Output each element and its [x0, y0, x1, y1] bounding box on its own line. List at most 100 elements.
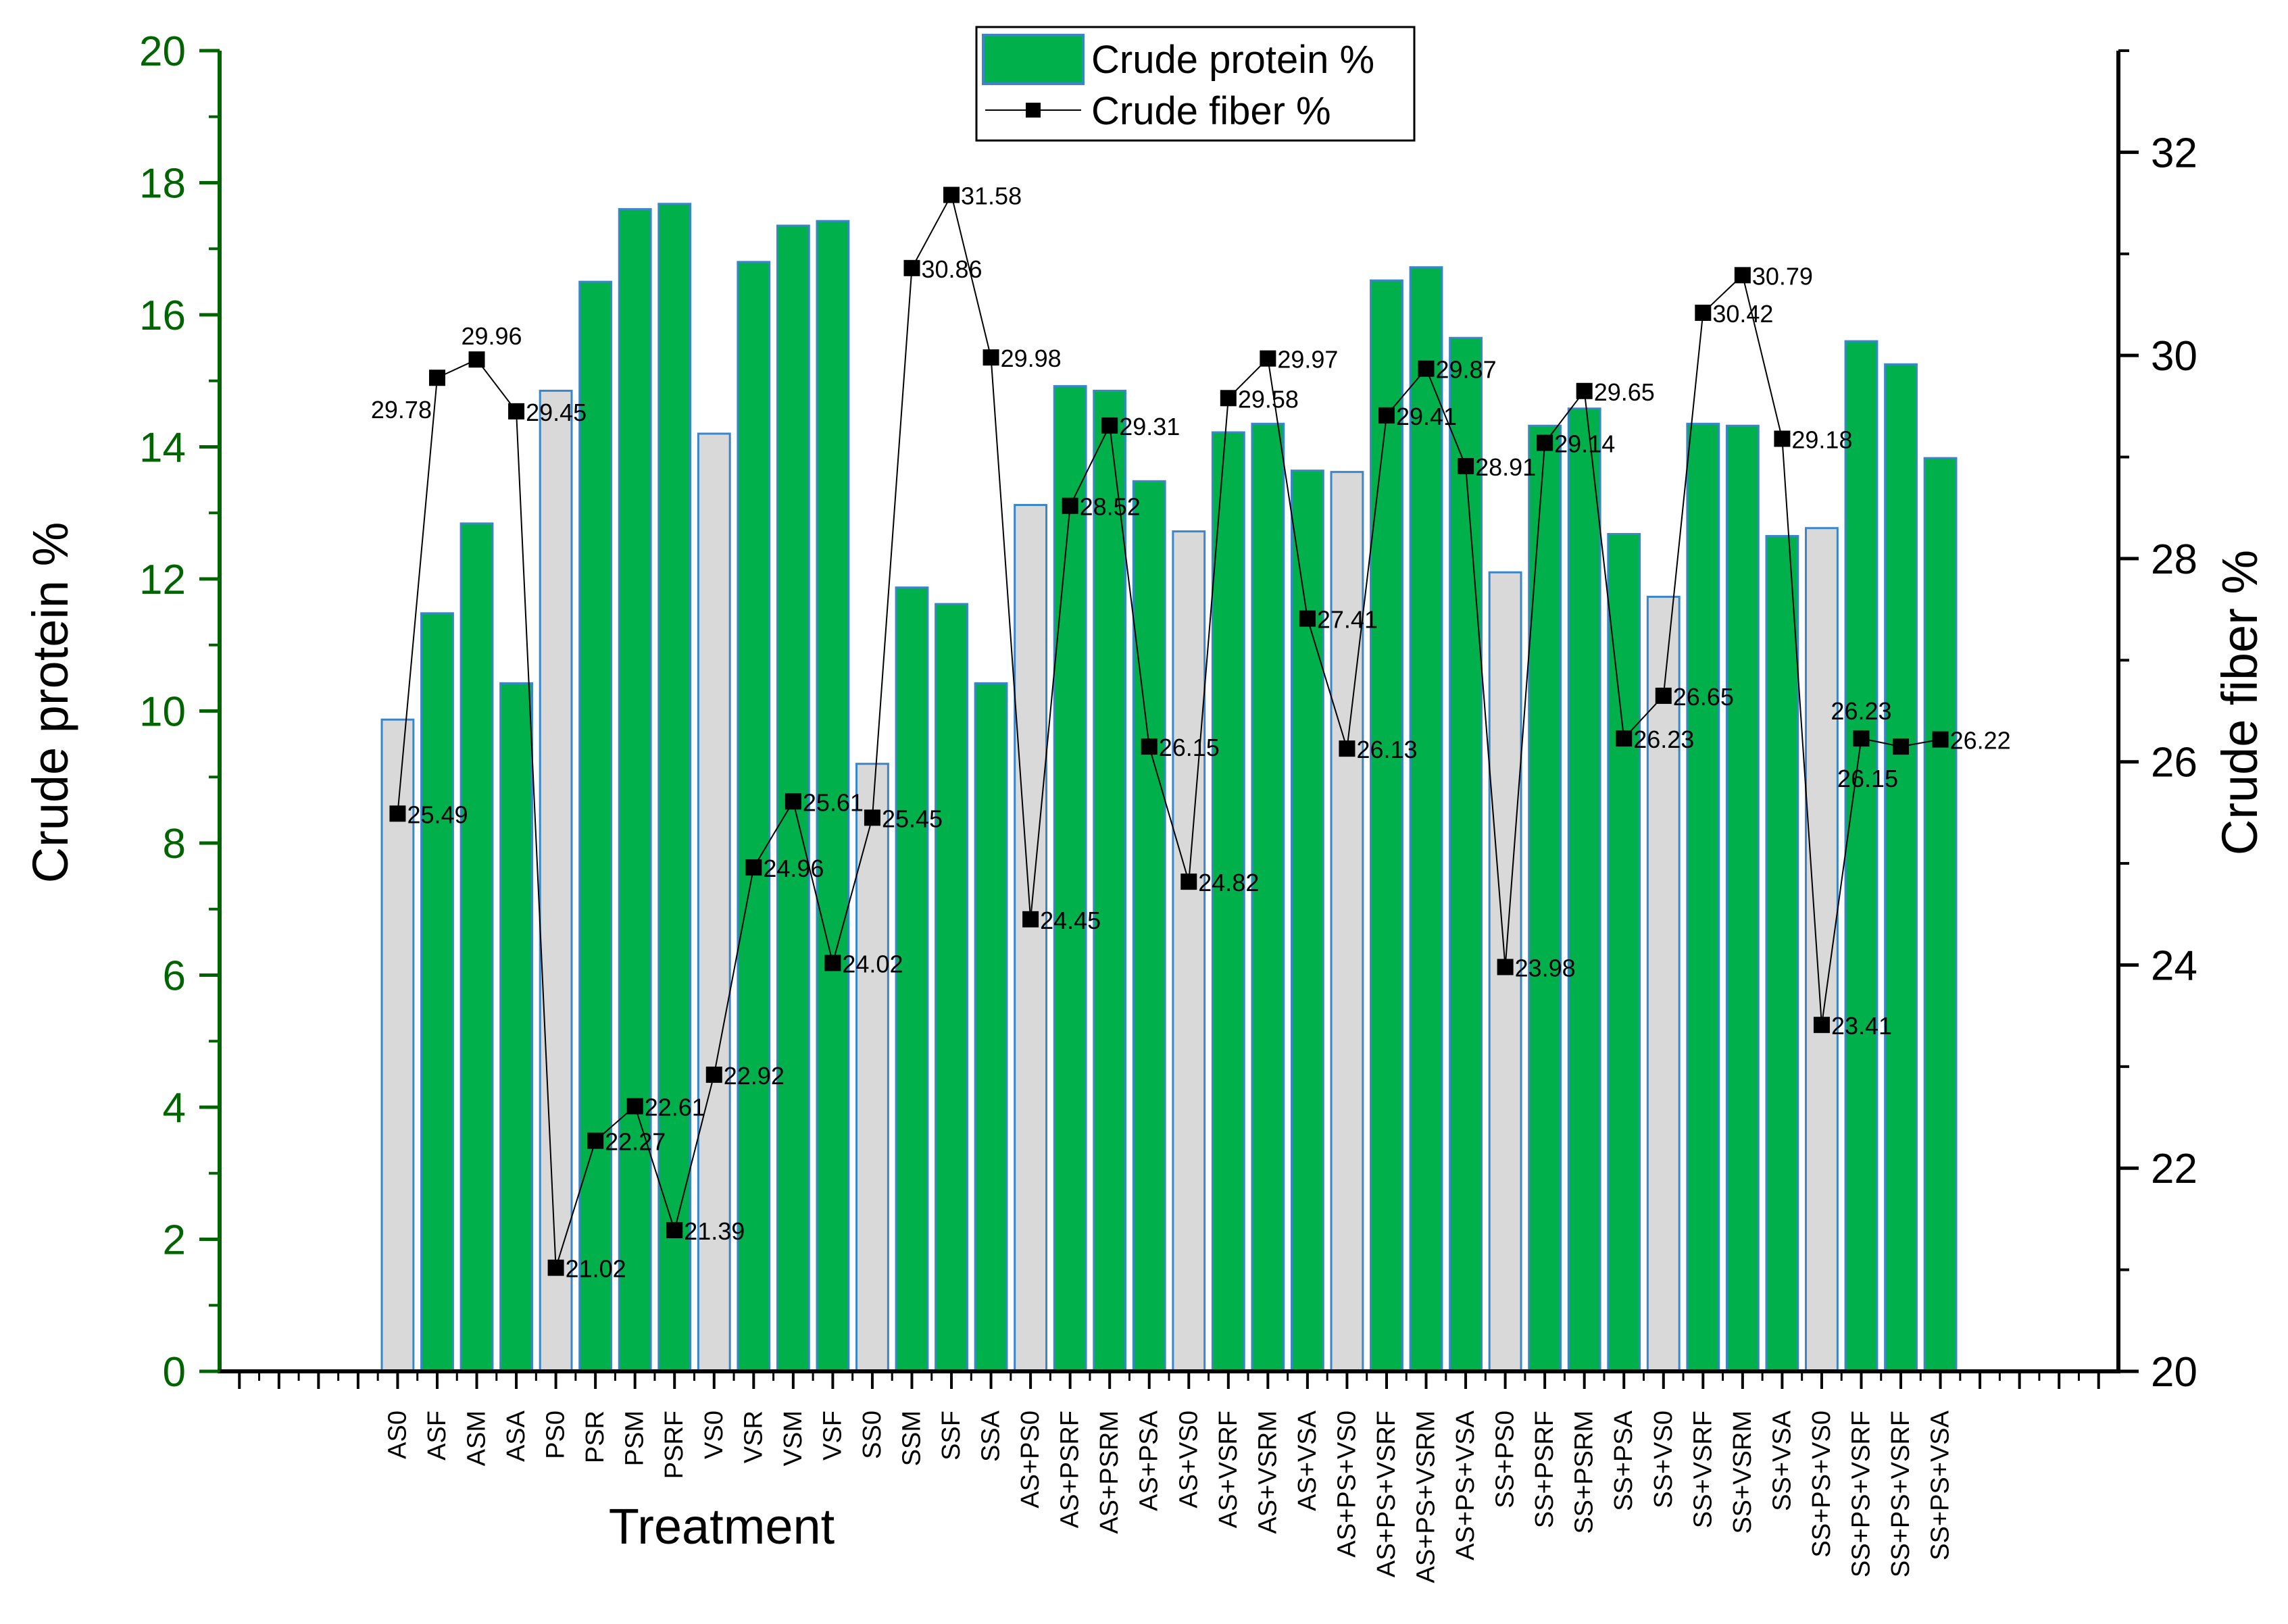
fiber-value-label: 24.45	[1040, 907, 1101, 934]
fiber-marker-20	[1141, 738, 1158, 755]
y-tick-label: 10	[139, 689, 186, 736]
x-category-label: AS+PS+VSRF	[1372, 1411, 1401, 1577]
x-category-label: AS+PS+VS0	[1333, 1411, 1361, 1558]
fiber-value-label: 26.13	[1356, 736, 1417, 763]
fiber-value-label: 31.58	[961, 182, 1022, 210]
y-tick-label: 4	[163, 1085, 186, 1132]
legend-label-protein: Crude protein %	[1091, 38, 1374, 82]
fiber-marker-27	[1418, 360, 1435, 377]
x-category-label: SS+PSA	[1610, 1410, 1638, 1511]
y-tick-label: 0	[163, 1349, 186, 1396]
fiber-marker-15	[943, 186, 960, 203]
bar-21-as-vs0	[1172, 530, 1206, 1373]
fiber-marker-25	[1339, 740, 1356, 757]
x-category-label: SS+VS0	[1649, 1411, 1678, 1508]
x-category-label: SS+VSRM	[1729, 1411, 1757, 1534]
x-axis-title: Treatment	[609, 1498, 835, 1554]
fiber-marker-9	[705, 1066, 722, 1083]
x-category-label: SS+PS0	[1491, 1411, 1520, 1508]
y2-tick-label: 28	[2151, 536, 2197, 583]
fiber-value-label: 29.41	[1396, 403, 1457, 430]
y-tick-label: 18	[139, 161, 186, 207]
fiber-marker-19	[1101, 417, 1118, 434]
legend-marker-fiber	[1026, 103, 1041, 118]
x-category-label: ASM	[463, 1411, 491, 1466]
fiber-value-label: 23.98	[1515, 954, 1576, 982]
fiber-value-label: 24.02	[842, 950, 903, 978]
bar-38-ss-ps-vsrf	[1844, 340, 1879, 1373]
x-category-label: VSF	[818, 1411, 847, 1461]
y-tick-label: 12	[139, 557, 186, 603]
fiber-value-label: 28.91	[1475, 453, 1536, 481]
y2-tick-label: 30	[2151, 333, 2197, 380]
y2-tick-label: 24	[2151, 942, 2197, 989]
x-category-label: VS0	[700, 1411, 728, 1459]
x-category-label: AS+VSRM	[1253, 1411, 1282, 1534]
bar-5-ps0	[539, 389, 573, 1373]
fiber-value-label: 24.82	[1198, 869, 1259, 896]
fiber-marker-40	[1932, 731, 1949, 748]
fiber-marker-17	[1022, 911, 1039, 928]
x-category-label: AS+VSA	[1293, 1410, 1322, 1511]
fiber-value-label: 30.42	[1712, 300, 1773, 328]
fiber-marker-13	[864, 809, 880, 826]
y-tick-label: 16	[139, 293, 186, 339]
fiber-marker-12	[824, 955, 841, 971]
bar-10-vsr	[737, 261, 771, 1373]
fiber-marker-30	[1537, 434, 1553, 451]
x-category-label: AS+VSRF	[1214, 1411, 1243, 1528]
bar-28-as-ps-vsa	[1449, 336, 1483, 1373]
x-category-label: SS+VSRF	[1689, 1411, 1717, 1528]
fiber-value-label: 25.61	[803, 788, 864, 816]
bar-30-ss-psrf	[1528, 424, 1562, 1373]
fiber-value-label: 23.41	[1831, 1012, 1892, 1040]
bar-13-ss0	[855, 763, 889, 1373]
bar-6-psr	[578, 280, 613, 1373]
fiber-value-label: 22.61	[645, 1093, 705, 1121]
x-category-label: SS+PSRF	[1531, 1411, 1559, 1528]
fiber-value-label: 28.52	[1080, 493, 1141, 521]
fiber-value-label: 29.14	[1554, 430, 1615, 457]
fiber-value-label: 26.15	[1837, 765, 1898, 792]
y-tick-label: 6	[163, 953, 186, 1000]
fiber-marker-2	[428, 370, 445, 386]
x-category-label: SSM	[897, 1411, 926, 1466]
bar-8-psrf	[657, 203, 692, 1373]
bar-37-ss-ps-vs0	[1805, 527, 1839, 1373]
bar-33-ss-vs0	[1646, 595, 1681, 1373]
x-category-label: ASF	[423, 1411, 451, 1461]
fiber-value-label: 29.45	[526, 399, 587, 426]
x-category-label: PSR	[581, 1411, 610, 1463]
fiber-marker-11	[785, 793, 801, 810]
y2-tick-label: 26	[2151, 740, 2197, 786]
x-category-label: AS+PS+VSA	[1451, 1410, 1480, 1560]
fiber-value-label: 30.86	[921, 255, 982, 283]
fiber-value-label: 29.78	[371, 396, 432, 424]
fiber-marker-38	[1853, 730, 1870, 747]
bar-7-psm	[618, 208, 652, 1373]
y-tick-label: 2	[163, 1217, 186, 1264]
fiber-value-label: 21.02	[566, 1255, 626, 1283]
bar-19-as-psrm	[1093, 389, 1127, 1373]
fiber-value-label: 24.96	[763, 855, 824, 882]
line-series	[389, 186, 1949, 1276]
x-category-label: AS+PS+VSRM	[1412, 1411, 1441, 1583]
y-axis-title: Crude protein %	[22, 522, 78, 884]
x-category-label: PSRF	[660, 1411, 689, 1479]
x-category-label: SS+VSA	[1768, 1410, 1796, 1511]
fiber-value-label: 29.18	[1791, 426, 1852, 453]
bar-40-ss-ps-vsa	[1923, 457, 1958, 1373]
bar-17-as-ps0	[1014, 504, 1048, 1373]
y-tick-label: 8	[163, 821, 186, 867]
fiber-marker-26	[1378, 407, 1395, 424]
bar-36-ss-vsa	[1765, 534, 1799, 1373]
fiber-marker-36	[1774, 430, 1791, 447]
bar-1-as0	[380, 718, 415, 1373]
bar-29-ss-ps0	[1488, 571, 1522, 1373]
bar-32-ss-psa	[1607, 533, 1641, 1373]
fiber-marker-33	[1655, 687, 1672, 704]
bar-16-ssa	[974, 682, 1008, 1373]
y2-tick-label: 32	[2151, 130, 2197, 176]
legend: Crude protein % Crude fiber %	[975, 26, 1416, 142]
x-category-label: AS+PSRM	[1095, 1411, 1124, 1534]
